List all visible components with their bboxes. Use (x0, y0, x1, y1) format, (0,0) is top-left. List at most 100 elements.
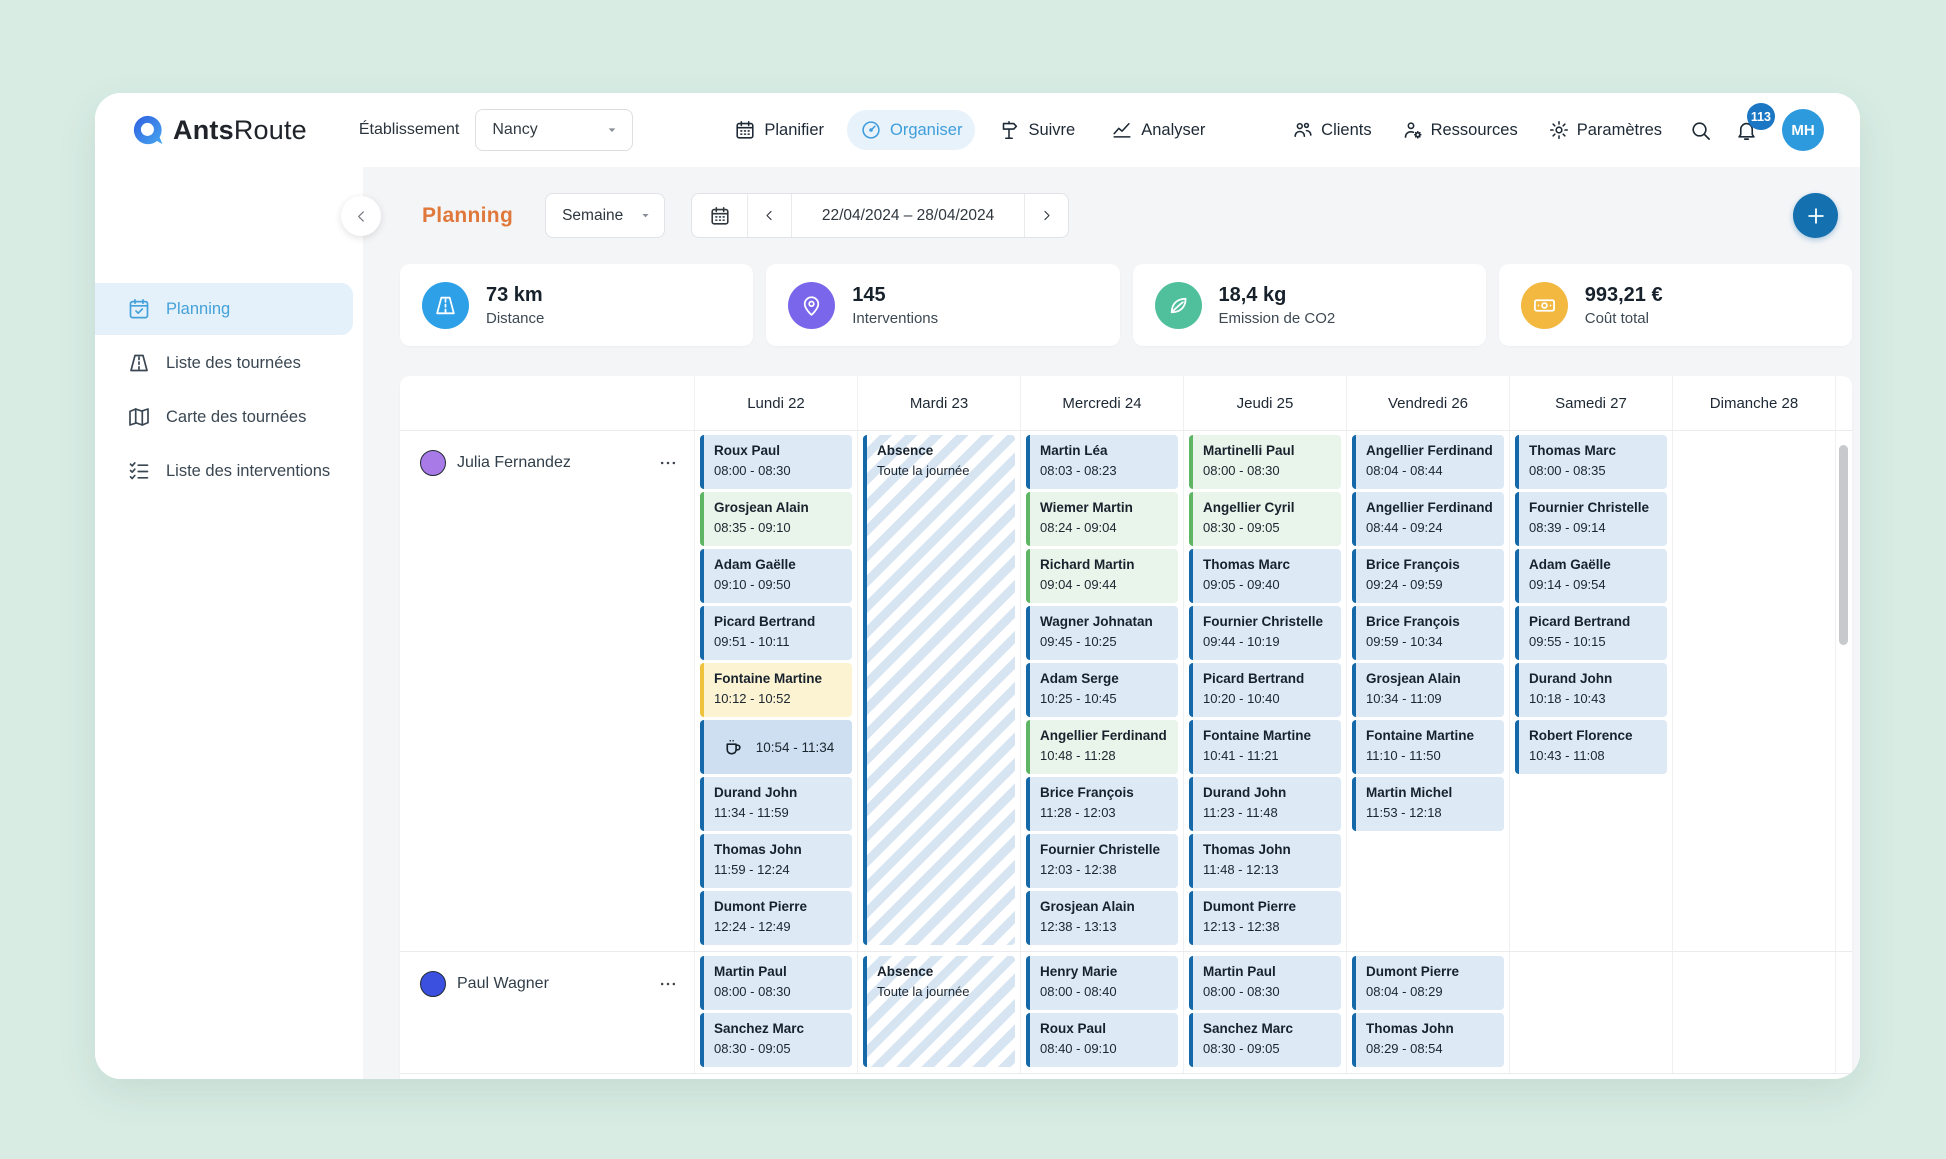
sidebar-item-liste-des-interventions[interactable]: Liste des interventions (95, 445, 353, 497)
intervention-card[interactable]: Brice François 11:28 - 12:03 (1026, 777, 1178, 831)
intervention-card[interactable]: Martin Léa 08:03 - 08:23 (1026, 435, 1178, 489)
intervention-card[interactable]: Angellier Cyril 08:30 - 09:05 (1189, 492, 1341, 546)
collapse-sidebar-button[interactable] (341, 196, 381, 236)
intervention-card[interactable]: Martin Michel 11:53 - 12:18 (1352, 777, 1504, 831)
intervention-card[interactable]: Angellier Ferdinand 08:04 - 08:44 (1352, 435, 1504, 489)
intervention-card[interactable]: Fournier Christelle 09:44 - 10:19 (1189, 606, 1341, 660)
intervention-card[interactable]: Wiemer Martin 08:24 - 09:04 (1026, 492, 1178, 546)
intervention-name: Brice François (1366, 557, 1460, 572)
intervention-name: Angellier Ferdinand (1040, 728, 1167, 743)
utility-item-clients[interactable]: Clients (1280, 110, 1383, 150)
nav-item-organiser[interactable]: Organiser (847, 110, 976, 150)
intervention-card[interactable]: Fontaine Martine 10:41 - 11:21 (1189, 720, 1341, 774)
intervention-card[interactable]: Angellier Ferdinand 08:44 - 09:24 (1352, 492, 1504, 546)
notifications-button[interactable]: 113 (1726, 103, 1775, 150)
intervention-card[interactable]: Thomas John 11:48 - 12:13 (1189, 834, 1341, 888)
intervention-card[interactable]: Adam Serge 10:25 - 10:45 (1026, 663, 1178, 717)
intervention-card[interactable]: Sanchez Marc 08:30 - 09:05 (1189, 1013, 1341, 1067)
intervention-card[interactable]: Dumont Pierre 12:13 - 12:38 (1189, 891, 1341, 945)
user-avatar[interactable]: MH (1782, 109, 1824, 151)
intervention-card[interactable]: Adam Gaëlle 09:10 - 09:50 (700, 549, 852, 603)
intervention-card[interactable]: Thomas Marc 08:00 - 08:35 (1515, 435, 1667, 489)
sidebar-item-planning[interactable]: Planning (95, 283, 353, 335)
add-button[interactable] (1793, 193, 1838, 238)
absence-block[interactable]: Absence Toute la journée (863, 435, 1015, 945)
intervention-card[interactable]: Brice François 09:24 - 09:59 (1352, 549, 1504, 603)
break-time: 10:54 - 11:34 (755, 739, 835, 755)
intervention-card[interactable]: Dumont Pierre 12:24 - 12:49 (700, 891, 852, 945)
establishment-select[interactable]: Nancy (475, 109, 634, 151)
intervention-card[interactable]: Sanchez Marc 08:30 - 09:05 (700, 1013, 852, 1067)
chart-icon (1111, 119, 1133, 141)
day-header[interactable]: Samedi 27 (1509, 376, 1672, 430)
day-header[interactable]: Vendredi 26 (1346, 376, 1509, 430)
intervention-card[interactable]: Durand John 11:34 - 11:59 (700, 777, 852, 831)
intervention-card[interactable]: Roux Paul 08:00 - 08:30 (700, 435, 852, 489)
day-header[interactable]: Jeudi 25 (1183, 376, 1346, 430)
intervention-card[interactable]: Robert Florence 10:43 - 11:08 (1515, 720, 1667, 774)
intervention-card[interactable]: Richard Martin 09:04 - 09:44 (1026, 549, 1178, 603)
utility-item-ressources[interactable]: Ressources (1390, 110, 1530, 150)
intervention-name: Adam Gaëlle (1529, 557, 1611, 572)
intervention-card[interactable]: Angellier Ferdinand 10:48 - 11:28 (1026, 720, 1178, 774)
absence-block[interactable]: Absence Toute la journée (863, 956, 1015, 1067)
sidebar-item-liste-des-tourn-es[interactable]: Liste des tournées (95, 337, 353, 389)
intervention-time: 10:18 - 10:43 (1529, 691, 1606, 706)
search-button[interactable] (1680, 110, 1720, 150)
intervention-card[interactable]: Fontaine Martine 10:12 - 10:52 (700, 663, 852, 717)
vertical-scrollbar[interactable] (1839, 445, 1848, 645)
day-cell (1672, 952, 1835, 1073)
intervention-card[interactable]: Fournier Christelle 12:03 - 12:38 (1026, 834, 1178, 888)
intervention-time: 09:05 - 09:40 (1203, 577, 1280, 592)
intervention-card[interactable]: Fournier Christelle 08:39 - 09:14 (1515, 492, 1667, 546)
intervention-card[interactable]: Thomas Marc 09:05 - 09:40 (1189, 549, 1341, 603)
sidebar-item-carte-des-tourn-es[interactable]: Carte des tournées (95, 391, 353, 443)
intervention-card[interactable]: Durand John 10:18 - 10:43 (1515, 663, 1667, 717)
app-window: AntsRoute Établissement Nancy Planifier O… (95, 93, 1860, 1079)
resource-menu-button[interactable] (658, 453, 678, 473)
coffee-icon (722, 736, 745, 759)
intervention-card[interactable]: Grosjean Alain 12:38 - 13:13 (1026, 891, 1178, 945)
antsroute-logo[interactable]: AntsRoute (131, 113, 307, 147)
resource-menu-button[interactable] (658, 974, 678, 994)
intervention-name: Fontaine Martine (1366, 728, 1475, 743)
intervention-time: 09:10 - 09:50 (714, 577, 791, 592)
intervention-card[interactable]: Adam Gaëlle 09:14 - 09:54 (1515, 549, 1667, 603)
nav-item-suivre[interactable]: Suivre (985, 110, 1088, 150)
intervention-card[interactable]: Picard Bertrand 09:55 - 10:15 (1515, 606, 1667, 660)
intervention-card[interactable]: Martinelli Paul 08:00 - 08:30 (1189, 435, 1341, 489)
intervention-card[interactable]: Henry Marie 08:00 - 08:40 (1026, 956, 1178, 1010)
intervention-card[interactable]: Martin Paul 08:00 - 08:30 (700, 956, 852, 1010)
period-value: Semaine (562, 206, 624, 224)
nav-item-analyser[interactable]: Analyser (1098, 110, 1218, 150)
intervention-name: Martin Léa (1040, 443, 1108, 458)
intervention-card[interactable]: Dumont Pierre 08:04 - 08:29 (1352, 956, 1504, 1010)
intervention-card[interactable]: Grosjean Alain 10:34 - 11:09 (1352, 663, 1504, 717)
day-header[interactable]: Dimanche 28 (1672, 376, 1835, 430)
intervention-card[interactable]: Picard Bertrand 09:51 - 10:11 (700, 606, 852, 660)
day-header[interactable]: Mercredi 24 (1020, 376, 1183, 430)
intervention-card[interactable]: Martin Paul 08:00 - 08:30 (1189, 956, 1341, 1010)
intervention-card[interactable]: Picard Bertrand 10:20 - 10:40 (1189, 663, 1341, 717)
intervention-card[interactable]: Fontaine Martine 11:10 - 11:50 (1352, 720, 1504, 774)
day-header[interactable]: Lundi 22 (694, 376, 857, 430)
nav-item-planifier[interactable]: Planifier (721, 110, 837, 150)
day-header[interactable]: Mardi 23 (857, 376, 1020, 430)
intervention-time: 10:34 - 11:09 (1366, 691, 1442, 706)
intervention-name: Durand John (714, 785, 798, 800)
intervention-card[interactable]: Grosjean Alain 08:35 - 09:10 (700, 492, 852, 546)
stat-value: 993,21 € (1584, 283, 1663, 306)
previous-week-button[interactable] (748, 194, 793, 237)
calendar-picker-button[interactable] (692, 194, 749, 237)
next-week-button[interactable] (1024, 194, 1068, 237)
intervention-card[interactable]: Wagner Johnatan 09:45 - 10:25 (1026, 606, 1178, 660)
intervention-card[interactable]: Durand John 11:23 - 11:48 (1189, 777, 1341, 831)
utility-item-parametres[interactable]: Paramètres (1536, 110, 1674, 150)
intervention-card[interactable]: Roux Paul 08:40 - 09:10 (1026, 1013, 1178, 1067)
intervention-card[interactable]: Thomas John 11:59 - 12:24 (700, 834, 852, 888)
period-select[interactable]: Semaine (545, 193, 666, 238)
intervention-card[interactable]: Brice François 09:59 - 10:34 (1352, 606, 1504, 660)
intervention-name: Thomas John (714, 842, 802, 857)
intervention-card[interactable]: Thomas John 08:29 - 08:54 (1352, 1013, 1504, 1067)
break-block[interactable]: 10:54 - 11:34 (700, 720, 852, 774)
